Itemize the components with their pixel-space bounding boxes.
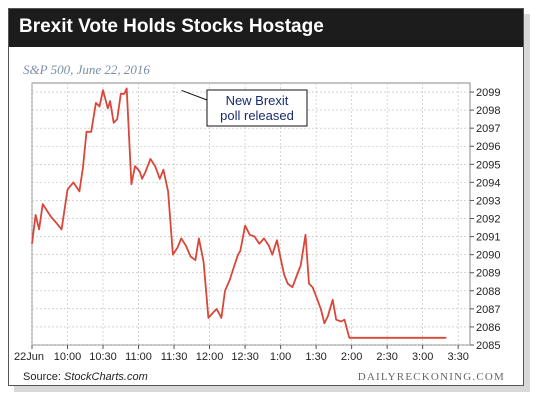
series-line (31, 87, 447, 339)
x-tick-label: 10:00 (54, 351, 82, 363)
y-tick-label: 2087 (476, 304, 500, 316)
y-tick-label: 2099 (476, 87, 500, 99)
source-name: StockCharts.com (63, 371, 148, 383)
y-tick-label: 2095 (476, 159, 500, 171)
y-tick-label: 2096 (476, 141, 500, 153)
chart-title: Brexit Vote Holds Stocks Hostage (19, 16, 324, 37)
chart-header: Brexit Vote Holds Stocks Hostage (9, 9, 523, 47)
x-tick-label: 2:30 (376, 351, 397, 363)
y-tick-label: 2090 (476, 250, 500, 262)
y-tick-label: 2086 (476, 322, 500, 334)
x-tick-label: 22Jun (14, 351, 44, 363)
y-tick-label: 2085 (476, 340, 500, 352)
x-tick-label: 11:00 (125, 351, 152, 363)
annotation-box (206, 89, 308, 127)
x-tick-label: 1:00 (270, 351, 291, 363)
y-tick-label: 2097 (476, 123, 500, 135)
x-tick-label: 1:30 (305, 351, 326, 363)
y-tick-label: 2091 (476, 232, 500, 244)
x-tick-label: 11:30 (161, 351, 188, 363)
annotation-text-line2: poll released (220, 108, 294, 123)
x-tick-label: 3:00 (412, 351, 433, 363)
plot-frame (31, 82, 471, 346)
x-tick-label: 3:30 (447, 351, 468, 363)
chart-subtitle: S&P 500, June 22, 2016 (23, 62, 150, 77)
source-note: Source: StockCharts.com (23, 371, 148, 383)
x-tick-label: 12:00 (196, 351, 224, 363)
y-tick-label: 2089 (476, 268, 500, 280)
y-tick-label: 2093 (476, 195, 500, 207)
annotation-text-line1: New Brexit (226, 93, 289, 108)
y-tick-label: 2094 (476, 177, 500, 189)
chart-card: Brexit Vote Holds Stocks Hostage S&P 500… (8, 8, 524, 386)
annotation-leader-line (181, 89, 208, 101)
x-tick-label: 2:00 (341, 351, 362, 363)
x-tick-label: 10:30 (89, 351, 117, 363)
x-tick-label: 12:30 (231, 351, 259, 363)
source-label: Source: (23, 371, 61, 383)
y-tick-label: 2088 (476, 286, 500, 298)
brand-watermark: DAILYRECKONING.COM (357, 371, 505, 383)
y-tick-label: 2098 (476, 105, 500, 117)
y-tick-label: 2092 (476, 214, 500, 226)
